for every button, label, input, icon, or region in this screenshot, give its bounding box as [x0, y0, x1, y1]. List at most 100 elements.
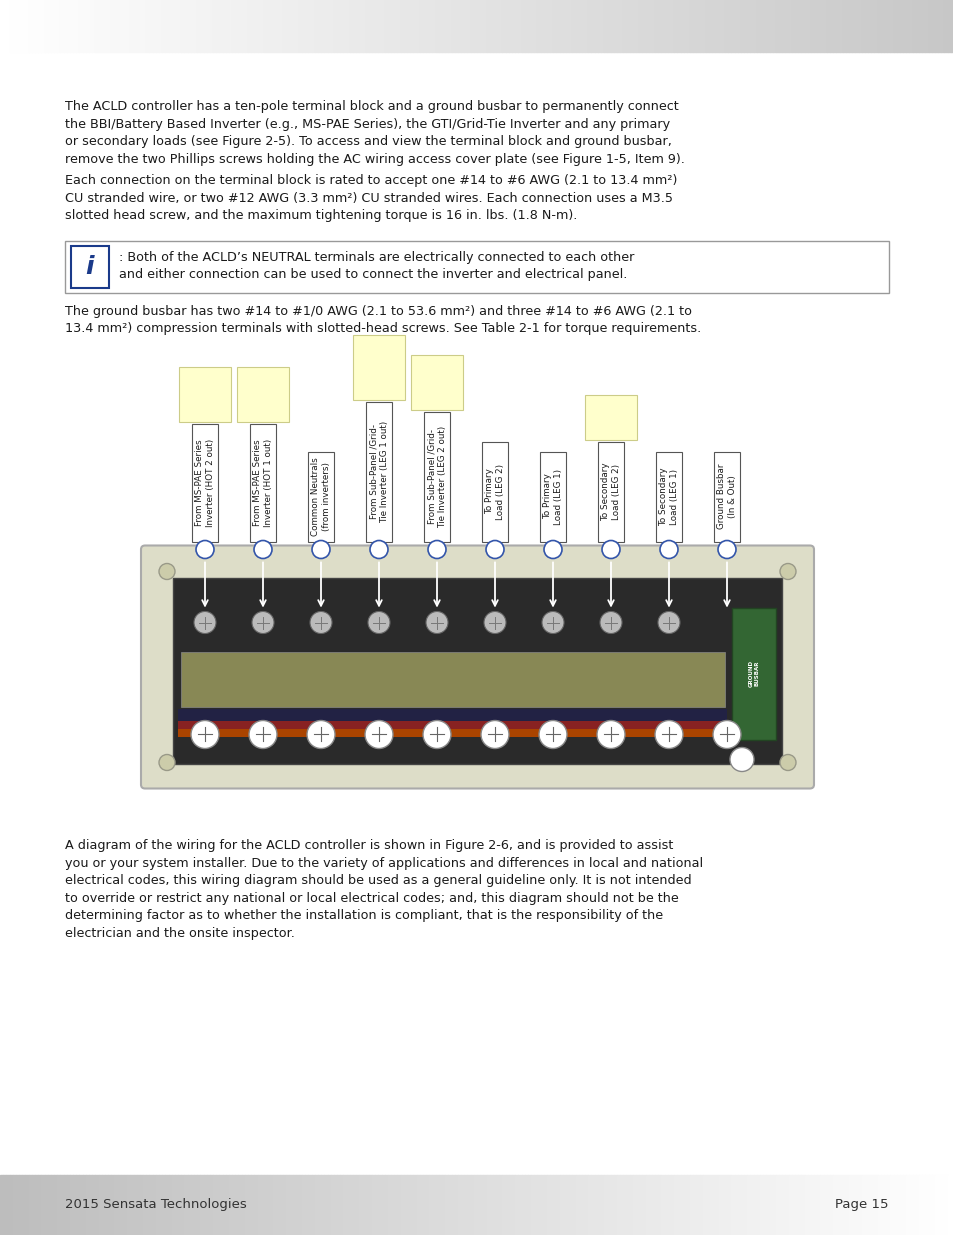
Bar	[438, 1174, 441, 1235]
Bar	[226, 0, 229, 52]
Bar	[645, 1174, 648, 1235]
Circle shape	[252, 611, 274, 634]
Bar	[937, 1174, 941, 1235]
Text: To Primary
Load (LEG 1): To Primary Load (LEG 1)	[542, 468, 562, 525]
Bar	[460, 1174, 464, 1235]
Circle shape	[422, 720, 451, 748]
Bar	[731, 1174, 734, 1235]
Bar	[117, 1174, 121, 1235]
Bar	[927, 1174, 931, 1235]
Bar	[693, 1174, 696, 1235]
Bar	[236, 367, 289, 421]
Text: To Primary
Load (LEG 2): To Primary Load (LEG 2)	[485, 463, 504, 520]
Bar	[918, 0, 922, 52]
Bar	[22, 0, 26, 52]
Text: 13.4 mm²) compression terminals with slotted-head screws. See Table 2-1 for torq: 13.4 mm²) compression terminals with slo…	[65, 322, 700, 335]
Bar	[31, 1174, 35, 1235]
Bar	[366, 401, 392, 541]
Bar	[524, 1174, 527, 1235]
Bar	[283, 1174, 286, 1235]
Bar	[251, 0, 254, 52]
Circle shape	[159, 563, 174, 579]
Bar	[658, 1174, 660, 1235]
Bar	[191, 1174, 193, 1235]
Bar	[610, 1174, 613, 1235]
Bar	[73, 0, 76, 52]
Bar	[457, 1174, 460, 1235]
Bar	[721, 0, 724, 52]
Bar	[419, 1174, 422, 1235]
Bar	[3, 1174, 7, 1235]
Bar	[855, 0, 858, 52]
Bar	[397, 1174, 400, 1235]
Bar	[95, 1174, 98, 1235]
Bar	[908, 1174, 912, 1235]
Bar	[108, 1174, 112, 1235]
Bar	[260, 1174, 264, 1235]
Bar	[486, 0, 489, 52]
Bar	[114, 1174, 117, 1235]
Bar	[537, 1174, 540, 1235]
Bar	[26, 1174, 29, 1235]
Bar	[902, 1174, 905, 1235]
Bar	[578, 1174, 581, 1235]
Bar	[312, 1174, 314, 1235]
Bar	[29, 1174, 31, 1235]
Bar	[179, 367, 231, 421]
Bar	[219, 1174, 222, 1235]
Bar	[317, 0, 321, 52]
Bar	[336, 0, 340, 52]
Bar	[546, 1174, 550, 1235]
Bar	[172, 1174, 174, 1235]
Bar	[232, 0, 235, 52]
Bar	[534, 1174, 537, 1235]
Bar	[829, 1174, 832, 1235]
Bar	[178, 1174, 181, 1235]
Bar	[31, 0, 35, 52]
Bar	[512, 0, 515, 52]
Bar	[372, 1174, 375, 1235]
Bar	[298, 0, 302, 52]
Bar	[314, 1174, 317, 1235]
Bar	[655, 0, 658, 52]
Bar	[493, 1174, 496, 1235]
Bar	[298, 1174, 302, 1235]
Bar	[619, 0, 622, 52]
Bar	[886, 0, 889, 52]
Bar	[429, 0, 432, 52]
Bar	[696, 0, 699, 52]
Bar	[16, 0, 19, 52]
Bar	[820, 1174, 822, 1235]
Bar	[924, 0, 927, 52]
Bar	[679, 1174, 683, 1235]
Bar	[305, 0, 308, 52]
Bar	[353, 0, 355, 52]
Bar	[784, 1174, 788, 1235]
Bar	[841, 1174, 845, 1235]
Bar	[305, 1174, 308, 1235]
Bar	[874, 1174, 877, 1235]
Text: 2015 Sensata Technologies: 2015 Sensata Technologies	[65, 1198, 247, 1212]
Bar	[441, 1174, 445, 1235]
Bar	[369, 0, 372, 52]
Text: or secondary loads (see Figure 2-5). To access and view the terminal block and g: or secondary loads (see Figure 2-5). To …	[65, 135, 671, 148]
Bar	[877, 1174, 880, 1235]
Text: determining factor as to whether the installation is compliant, that is the resp: determining factor as to whether the ins…	[65, 909, 662, 923]
Bar	[12, 1174, 16, 1235]
Bar	[340, 0, 343, 52]
Bar	[896, 0, 899, 52]
Text: From Sub-Panel /Grid-
Tie Inverter (LEG 1 out): From Sub-Panel /Grid- Tie Inverter (LEG …	[369, 420, 388, 522]
Bar	[762, 1174, 765, 1235]
Bar	[178, 729, 726, 737]
Bar	[451, 0, 455, 52]
Bar	[810, 1174, 813, 1235]
Bar	[505, 0, 508, 52]
Bar	[73, 1174, 76, 1235]
Bar	[483, 1174, 486, 1235]
Bar	[54, 1174, 57, 1235]
Bar	[308, 1174, 312, 1235]
Bar	[381, 1174, 384, 1235]
Bar	[112, 1174, 114, 1235]
Bar	[407, 1174, 410, 1235]
Bar	[353, 1174, 355, 1235]
